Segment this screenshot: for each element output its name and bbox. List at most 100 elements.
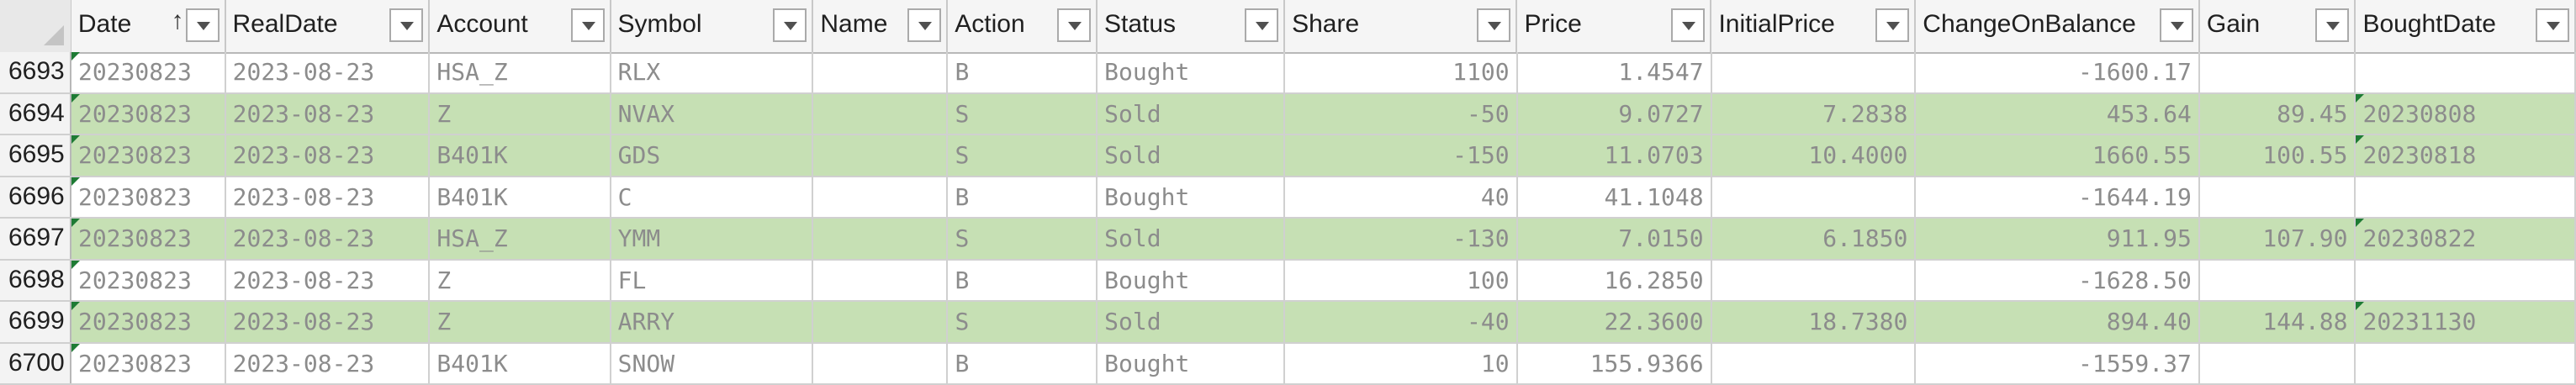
cell-change-on-balance[interactable]: 894.40 (1916, 302, 2199, 342)
cell-real-date[interactable]: 2023-08-23 (226, 302, 431, 342)
cell-real-date[interactable]: 2023-08-23 (226, 177, 431, 218)
cell-date[interactable]: 20230823 (71, 94, 226, 134)
column-header-change-on-balance[interactable]: ChangeOnBalance (1916, 0, 2200, 52)
cell-symbol[interactable]: NVAX (611, 94, 814, 134)
cell-account[interactable]: HSA_Z (430, 52, 611, 92)
cell-name[interactable] (813, 135, 948, 176)
cell-symbol[interactable]: ARRY (611, 302, 814, 342)
cell-bought-date[interactable]: 20230822 (2356, 219, 2576, 259)
cell-price[interactable]: 9.0727 (1518, 94, 1712, 134)
filter-dropdown-button[interactable] (907, 8, 941, 42)
cell-action[interactable]: S (948, 302, 1098, 342)
cell-bought-date[interactable] (2356, 344, 2576, 384)
cell-action[interactable]: S (948, 219, 1098, 259)
cell-status[interactable]: Sold (1098, 94, 1285, 134)
cell-real-date[interactable]: 2023-08-23 (226, 261, 431, 301)
column-header-status[interactable]: Status (1098, 0, 1285, 52)
cell-real-date[interactable]: 2023-08-23 (226, 135, 431, 176)
cell-real-date[interactable]: 2023-08-23 (226, 94, 431, 134)
cell-date[interactable]: 20230823 (71, 219, 226, 259)
cell-symbol[interactable]: YMM (611, 219, 814, 259)
cell-gain[interactable]: 107.90 (2200, 219, 2356, 259)
cell-status[interactable]: Bought (1098, 52, 1285, 92)
cell-account[interactable]: Z (430, 94, 611, 134)
cell-symbol[interactable]: C (611, 177, 814, 218)
cell-name[interactable] (813, 344, 948, 384)
cell-status[interactable]: Bought (1098, 344, 1285, 384)
cell-share[interactable]: -40 (1285, 302, 1517, 342)
cell-date[interactable]: 20230823 (71, 302, 226, 342)
cell-bought-date[interactable] (2356, 261, 2576, 301)
cell-symbol[interactable]: FL (611, 261, 814, 301)
filter-dropdown-button[interactable] (2160, 8, 2193, 42)
cell-status[interactable]: Bought (1098, 261, 1285, 301)
cell-share[interactable]: 10 (1285, 344, 1517, 384)
cell-bought-date[interactable]: 20231130 (2356, 302, 2576, 342)
cell-name[interactable] (813, 302, 948, 342)
row-header[interactable]: 6697 (0, 219, 71, 259)
cell-account[interactable]: Z (430, 261, 611, 301)
cell-share[interactable]: 40 (1285, 177, 1517, 218)
column-header-action[interactable]: Action (948, 0, 1098, 52)
cell-initial-price[interactable]: 18.7380 (1712, 302, 1917, 342)
row-header[interactable]: 6694 (0, 94, 71, 134)
cell-status[interactable]: Sold (1098, 135, 1285, 176)
row-header[interactable]: 6700 (0, 344, 71, 384)
cell-change-on-balance[interactable]: -1628.50 (1916, 261, 2199, 301)
filter-dropdown-button[interactable] (571, 8, 605, 42)
cell-account[interactable]: B401K (430, 344, 611, 384)
cell-price[interactable]: 11.0703 (1518, 135, 1712, 176)
select-all-button[interactable] (0, 0, 71, 52)
row-header[interactable]: 6696 (0, 177, 71, 218)
cell-status[interactable]: Bought (1098, 177, 1285, 218)
cell-price[interactable]: 22.3600 (1518, 302, 1712, 342)
cell-share[interactable]: -50 (1285, 94, 1517, 134)
cell-name[interactable] (813, 94, 948, 134)
column-header-gain[interactable]: Gain (2200, 0, 2356, 52)
cell-date[interactable]: 20230823 (71, 135, 226, 176)
cell-name[interactable] (813, 261, 948, 301)
cell-initial-price[interactable] (1712, 177, 1917, 218)
filter-dropdown-button[interactable] (389, 8, 423, 42)
cell-bought-date[interactable]: 20230808 (2356, 94, 2576, 134)
cell-name[interactable] (813, 177, 948, 218)
cell-initial-price[interactable]: 7.2838 (1712, 94, 1917, 134)
filter-dropdown-button[interactable] (1875, 8, 1909, 42)
filter-dropdown-button[interactable] (773, 8, 807, 42)
cell-date[interactable]: 20230823 (71, 177, 226, 218)
cell-gain[interactable] (2200, 261, 2356, 301)
cell-bought-date[interactable] (2356, 177, 2576, 218)
filter-dropdown-button[interactable] (2315, 8, 2349, 42)
cell-price[interactable]: 1.4547 (1518, 52, 1712, 92)
cell-change-on-balance[interactable]: -1559.37 (1916, 344, 2199, 384)
cell-price[interactable]: 155.9366 (1518, 344, 1712, 384)
column-header-share[interactable]: Share (1285, 0, 1517, 52)
cell-date[interactable]: 20230823 (71, 344, 226, 384)
filter-dropdown-button[interactable] (186, 8, 220, 42)
cell-share[interactable]: 1100 (1285, 52, 1517, 92)
filter-dropdown-button[interactable] (1671, 8, 1705, 42)
cell-bought-date[interactable] (2356, 52, 2576, 92)
cell-price[interactable]: 41.1048 (1518, 177, 1712, 218)
filter-dropdown-button[interactable] (1245, 8, 1278, 42)
filter-dropdown-button[interactable] (1477, 8, 1510, 42)
cell-symbol[interactable]: SNOW (611, 344, 814, 384)
column-header-symbol[interactable]: Symbol (611, 0, 814, 52)
cell-action[interactable]: B (948, 261, 1098, 301)
cell-real-date[interactable]: 2023-08-23 (226, 344, 431, 384)
cell-real-date[interactable]: 2023-08-23 (226, 219, 431, 259)
cell-gain[interactable]: 89.45 (2200, 94, 2356, 134)
cell-initial-price[interactable] (1712, 261, 1917, 301)
column-header-initial-price[interactable]: InitialPrice (1711, 0, 1916, 52)
column-header-real-date[interactable]: RealDate (226, 0, 431, 52)
cell-date[interactable]: 20230823 (71, 261, 226, 301)
cell-action[interactable]: S (948, 135, 1098, 176)
cell-status[interactable]: Sold (1098, 302, 1285, 342)
cell-symbol[interactable]: RLX (611, 52, 814, 92)
cell-share[interactable]: -130 (1285, 219, 1517, 259)
cell-action[interactable]: S (948, 94, 1098, 134)
cell-share[interactable]: -150 (1285, 135, 1517, 176)
cell-price[interactable]: 16.2850 (1518, 261, 1712, 301)
cell-account[interactable]: B401K (430, 135, 611, 176)
cell-initial-price[interactable] (1712, 344, 1917, 384)
